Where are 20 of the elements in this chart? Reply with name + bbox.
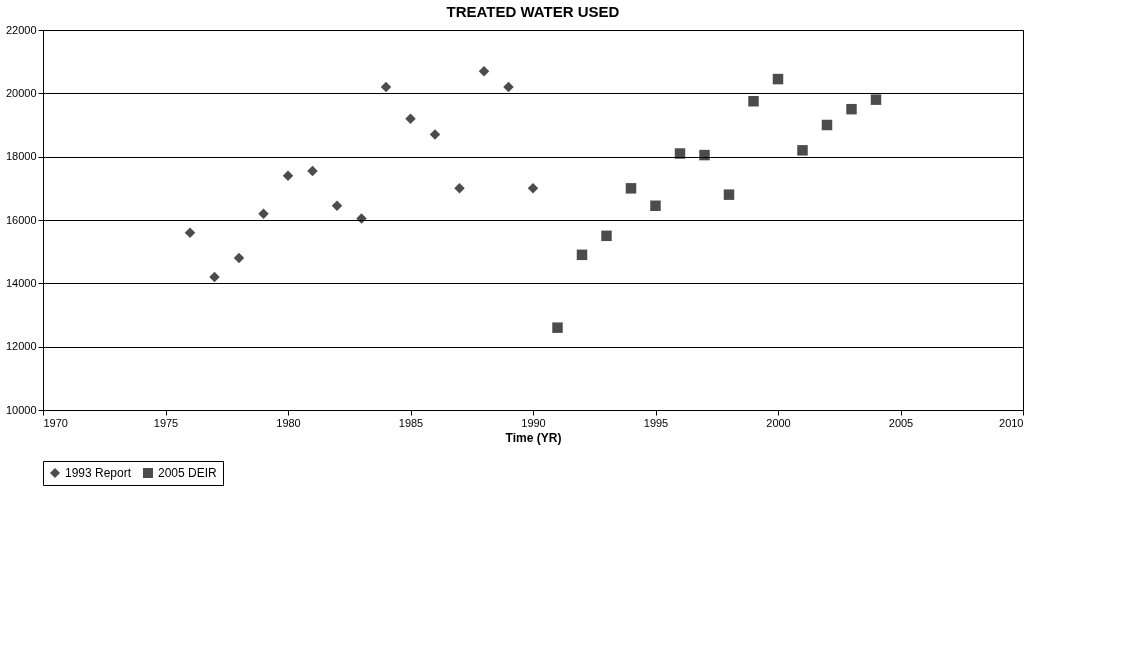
x-tick-label: 1970 <box>43 416 68 429</box>
y-tick-label: 14000 <box>5 276 37 289</box>
legend-label: 1993 Report <box>65 466 132 480</box>
y-tick-label: 22000 <box>5 23 37 36</box>
y-tick-label: 18000 <box>5 150 37 163</box>
x-tick-label: 1980 <box>276 416 301 429</box>
x-axis-title: Time (YR) <box>505 430 562 445</box>
y-tick-label: 10000 <box>5 403 37 416</box>
x-tick-label: 2010 <box>999 416 1024 429</box>
x-tick-label: 1990 <box>521 416 546 429</box>
x-tick-label: 1985 <box>398 416 424 429</box>
y-tick-label: 12000 <box>5 340 37 353</box>
chart-title: TREATED WATER USED <box>446 3 620 20</box>
x-tick-label: 1995 <box>643 416 669 429</box>
legend-label: 2005 DEIR <box>158 466 218 480</box>
y-tick-label: 20000 <box>5 86 37 99</box>
x-tick-label: 2000 <box>766 416 791 429</box>
x-tick-label: 1975 <box>153 416 179 429</box>
x-tick-label: 2005 <box>888 416 914 429</box>
y-tick-label: 16000 <box>5 213 37 226</box>
